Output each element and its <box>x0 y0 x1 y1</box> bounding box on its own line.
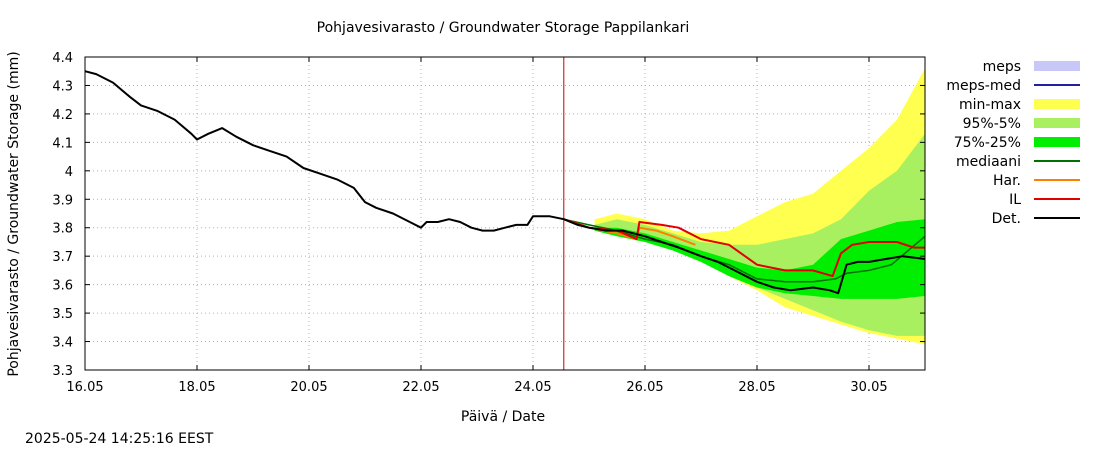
x-tick-label: 18.05 <box>178 380 215 395</box>
legend-label-meps: meps <box>983 59 1021 75</box>
series-line-il <box>563 218 925 278</box>
y-tick-label: 3.9 <box>52 193 73 208</box>
legend-label-har: Har. <box>993 173 1021 189</box>
y-tick-label: 3.8 <box>52 222 73 237</box>
y-tick-label: 3.6 <box>52 279 73 294</box>
y-tick-label: 4.2 <box>52 108 73 123</box>
legend: meps meps-med min-max 95%-5% 75%-25% mediaani… <box>946 59 1080 227</box>
chart-title: Pohjavesivarasto / Groundwater Storage P… <box>317 20 690 36</box>
legend-swatch-min-max <box>1034 99 1080 109</box>
y-tick-label: 4.3 <box>52 79 73 94</box>
y-tick-label: 3.5 <box>52 307 73 322</box>
x-tick-label: 30.05 <box>850 380 887 395</box>
x-tick-label: 26.05 <box>626 380 663 395</box>
x-tick-label: 22.05 <box>402 380 439 395</box>
x-tick-label: 28.05 <box>738 380 775 395</box>
y-tick-label: 3.4 <box>52 336 73 351</box>
legend-label-det: Det. <box>992 211 1021 227</box>
y-tick-label: 4.1 <box>52 136 73 151</box>
legend-label-min-max: min-max <box>959 97 1021 113</box>
legend-label-95-5: 95%-5% <box>963 116 1021 132</box>
series-line-det <box>84 70 926 295</box>
x-axis-label: Päivä / Date <box>461 409 545 425</box>
y-tick-label: 3.7 <box>52 250 73 265</box>
legend-label-meps-med: meps-med <box>946 78 1021 94</box>
y-tick-label: 3.3 <box>52 364 73 379</box>
series-line-mediaani <box>563 218 926 283</box>
legend-swatch-95-5 <box>1034 118 1080 128</box>
y-tick-label: 4.4 <box>52 51 73 66</box>
plot-frame <box>84 56 926 371</box>
plot-area: 16.05 18.05 20.05 22.05 24.05 26.05 28.05 30.05… <box>52 51 926 395</box>
legend-swatch-meps <box>1034 61 1080 71</box>
legend-label-mediaani: mediaani <box>956 154 1021 170</box>
x-tick-label: 24.05 <box>514 380 551 395</box>
x-tick-label: 16.05 <box>66 380 103 395</box>
legend-label-il: IL <box>1009 192 1021 208</box>
x-tick-label: 20.05 <box>290 380 327 395</box>
legend-label-75-25: 75%-25% <box>954 135 1021 151</box>
y-tick-label: 4 <box>65 165 73 180</box>
y-axis-label: Pohjavesivarasto / Groundwater Storage (… <box>6 51 22 376</box>
timestamp-label: 2025-05-24 14:25:16 EEST <box>25 431 214 447</box>
legend-swatch-75-25 <box>1034 137 1080 147</box>
